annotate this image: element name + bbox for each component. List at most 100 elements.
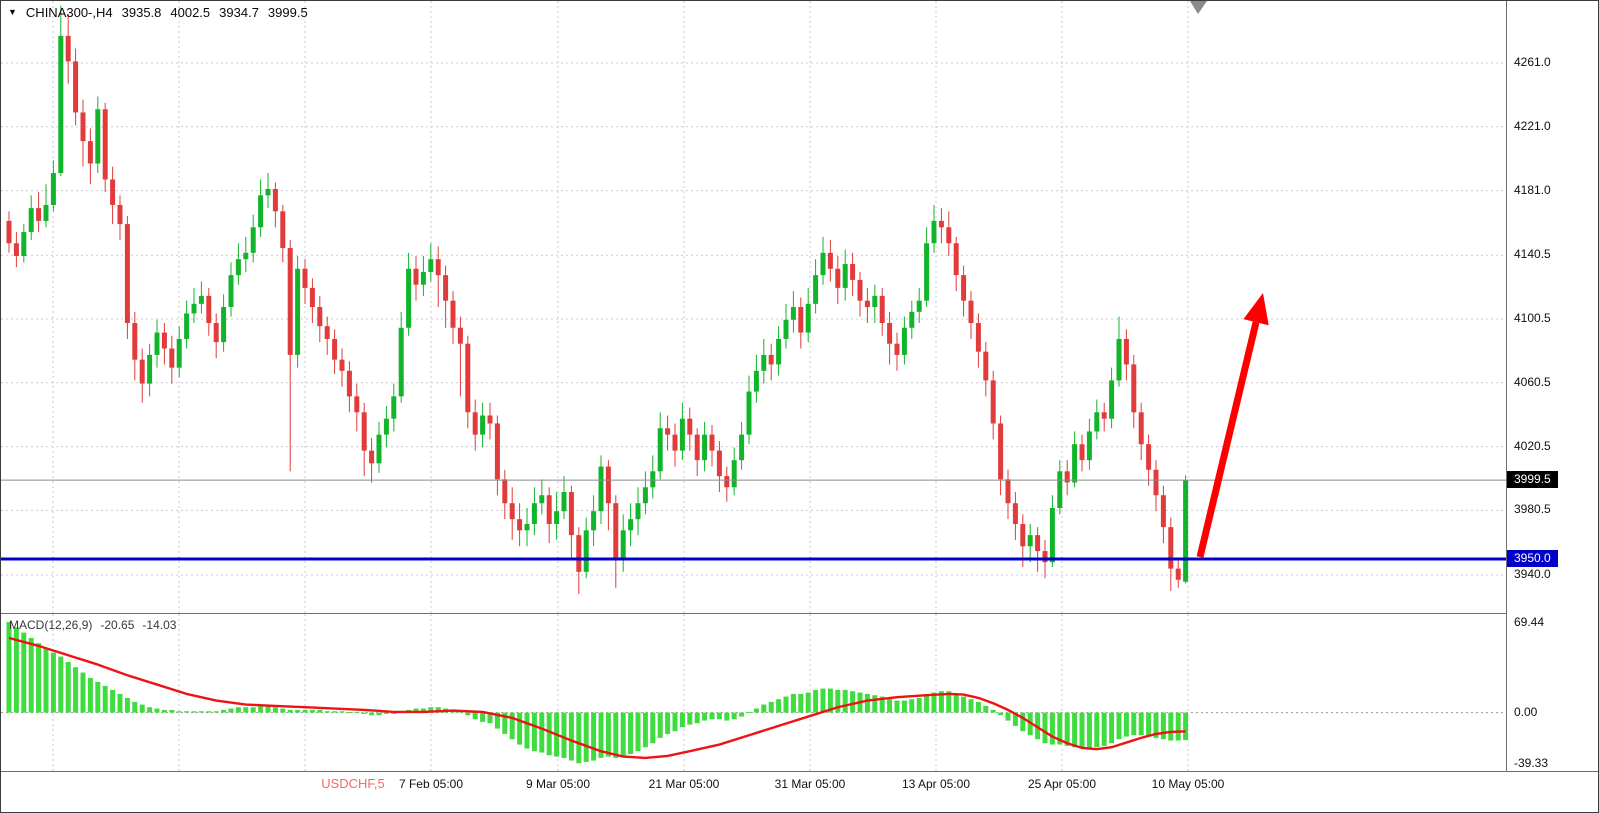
candle-body <box>1168 527 1174 569</box>
candle <box>287 240 293 472</box>
candle-body <box>250 227 256 253</box>
candle <box>87 128 93 185</box>
candle-body <box>1123 338 1129 365</box>
trend-arrow-shaft[interactable] <box>1196 321 1260 558</box>
candle <box>524 508 530 547</box>
candle <box>1035 527 1041 572</box>
candle <box>472 399 478 451</box>
macd-histogram-bar <box>1146 712 1152 737</box>
candle <box>213 313 219 359</box>
candle <box>361 402 367 477</box>
candle-body <box>102 109 108 180</box>
macd-main-value: -20.65 <box>100 618 135 632</box>
macd-histogram-bar <box>265 705 271 713</box>
candle-body <box>731 460 737 488</box>
macd-histogram-bar <box>383 712 389 714</box>
macd-histogram-bar <box>1175 712 1181 741</box>
candle-body <box>154 332 160 355</box>
candle-body <box>746 391 752 435</box>
candle <box>21 224 27 263</box>
macd-histogram-bar <box>36 643 42 713</box>
macd-histogram-bar <box>665 712 671 734</box>
main-chart-canvas[interactable] <box>1 1 1506 613</box>
candle-body <box>1064 471 1070 483</box>
trend-arrow-head[interactable] <box>1243 293 1269 326</box>
candle <box>1123 329 1129 381</box>
candle-body <box>117 204 123 225</box>
macd-histogram-bar <box>1049 712 1055 745</box>
macd-histogram-bar <box>694 712 700 724</box>
candle <box>161 322 167 365</box>
candle-body <box>805 303 811 333</box>
macd-histogram-bar <box>561 712 567 758</box>
candle-body <box>894 343 900 355</box>
candle <box>295 255 301 368</box>
macd-histogram-bar <box>346 711 352 713</box>
candle <box>894 332 900 371</box>
price-axis[interactable]: 4261.0 4221.0 4181.0 4140.5 4100.5 4060.5 4020… <box>1506 1 1598 771</box>
macd-histogram-bar <box>813 689 819 713</box>
candle <box>916 287 922 323</box>
candle <box>1153 460 1159 512</box>
candle <box>598 455 604 524</box>
candle-body <box>443 275 449 301</box>
macd-histogram-bar <box>369 712 375 716</box>
candle-body <box>761 354 767 371</box>
candle <box>272 182 278 228</box>
candle-body <box>221 307 227 343</box>
candle-body <box>1101 412 1107 419</box>
macd-panel-canvas[interactable] <box>1 614 1506 771</box>
macd-histogram-bar <box>746 711 752 713</box>
candle <box>835 255 841 304</box>
macd-histogram-bar <box>850 691 856 713</box>
background-symbol-label: USDCHF,5 <box>321 776 385 791</box>
candle-body <box>65 35 71 62</box>
candle <box>887 311 893 365</box>
candle-body <box>1183 480 1189 582</box>
macd-histogram-bar <box>998 712 1004 716</box>
candle-body <box>687 418 693 435</box>
candle-body <box>309 287 315 308</box>
candle <box>250 214 256 263</box>
macd-histogram-bar <box>872 695 878 713</box>
candle-body <box>28 208 34 233</box>
candle <box>953 236 959 292</box>
chart-shift-marker-icon[interactable] <box>1190 1 1207 14</box>
macd-histogram-bar <box>332 711 338 713</box>
candle <box>280 204 286 263</box>
candle <box>591 495 597 547</box>
candle-body <box>983 351 989 381</box>
time-axis[interactable]: 7 Feb 05:00 9 Mar 05:00 21 Mar 05:00 31 Mar… <box>1 772 1598 798</box>
candle-body <box>975 322 981 352</box>
candle <box>790 291 796 333</box>
panel-splitter[interactable] <box>1 613 1598 614</box>
candle <box>746 375 752 445</box>
macd-histogram-bar <box>243 707 249 713</box>
candle <box>620 514 626 572</box>
macd-histogram-bar <box>539 712 545 753</box>
macd-histogram-bar <box>354 711 360 713</box>
time-tick-label: 7 Feb 05:00 <box>398 777 464 791</box>
macd-histogram-bar <box>191 711 197 713</box>
candle <box>502 469 508 520</box>
macd-histogram-bar <box>13 627 19 713</box>
candle <box>605 460 611 531</box>
candle-body <box>198 295 204 304</box>
macd-histogram-bar <box>154 708 160 713</box>
candle-body <box>901 327 907 355</box>
candle <box>539 479 545 515</box>
macd-histogram-bar <box>524 712 530 749</box>
candle-body <box>87 141 93 164</box>
macd-histogram-bar <box>302 709 308 713</box>
candle-body <box>998 423 1004 480</box>
candle-body <box>502 479 508 504</box>
candle <box>805 287 811 343</box>
macd-histogram-bar <box>65 661 71 713</box>
candle-body <box>494 423 500 480</box>
symbol-dropdown-icon[interactable]: ▼ <box>8 7 17 17</box>
macd-histogram-bar <box>620 712 626 757</box>
candle-body <box>272 189 278 212</box>
candle-body <box>554 511 560 524</box>
candle <box>642 471 648 515</box>
hline-price-tag: 3950.0 <box>1507 550 1558 568</box>
